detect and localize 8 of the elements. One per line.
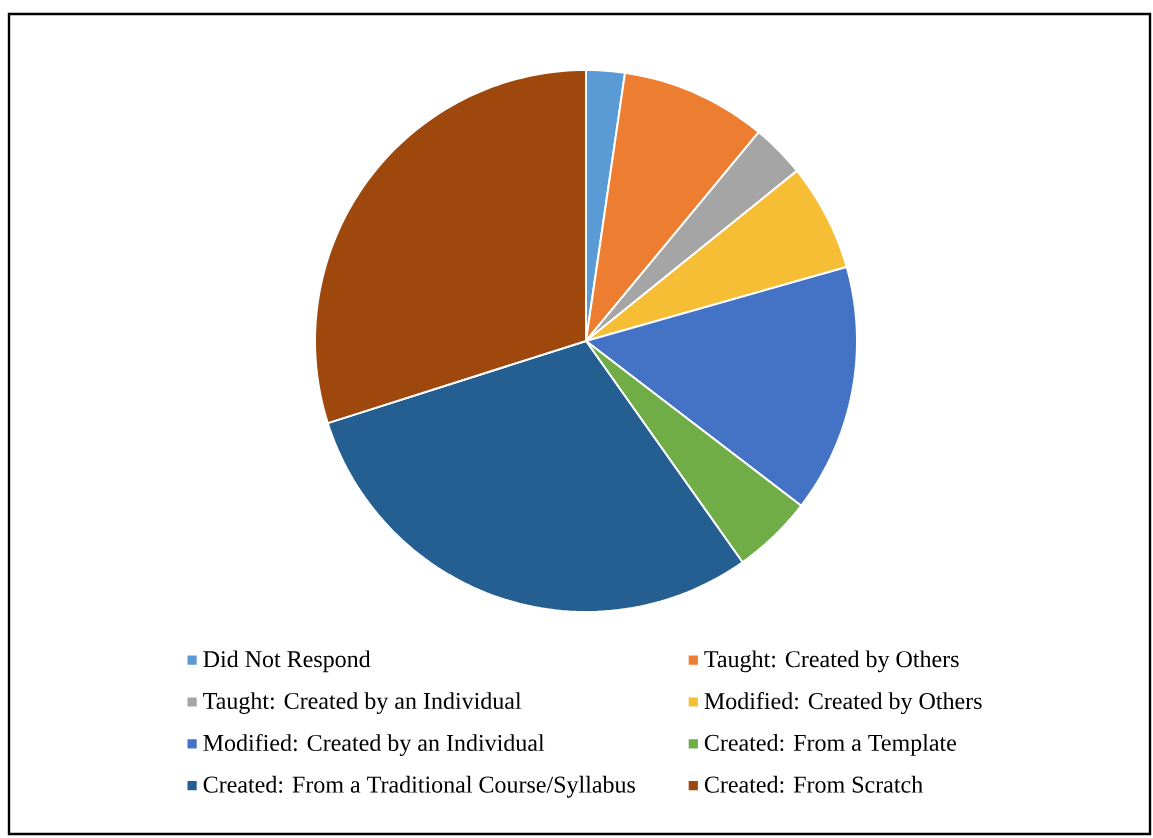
legend-label: Created: From Scratch (704, 775, 923, 793)
legend-label: Created: From a Traditional Course/Syllabus (203, 775, 635, 798)
legend-label: Did Not Respond (203, 650, 371, 673)
legend-label: Modified: Created by Others (704, 692, 982, 715)
legend-label: Created: From a Template (704, 734, 957, 756)
legend-label: Taught: Created by an Individual (203, 692, 522, 714)
legend-label: Taught: Created by Others (704, 650, 959, 673)
legend-label: Modified: Created by an Individual (203, 733, 545, 757)
